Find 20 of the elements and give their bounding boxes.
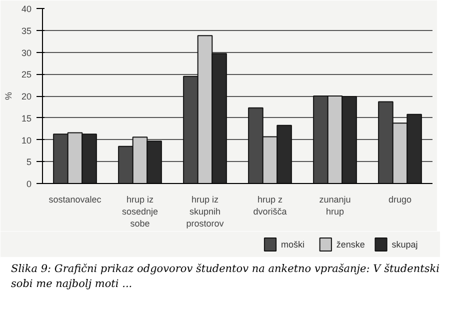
text: Slika 9: Grafični prikaz odgovorov študentov na anketno vprašanje: V študentski sobi me najbolj moti ... xyxy=(11,263,440,290)
x-tick-label: hrup z dvorišča xyxy=(253,194,287,216)
legend-label: ženske xyxy=(336,240,365,250)
y-tick-label: 20 xyxy=(21,92,32,102)
legend-label: moški xyxy=(280,240,304,250)
y-tick-label: 10 xyxy=(21,135,32,146)
y-tick-label: 15 xyxy=(21,113,32,124)
y-tick-label: 40 xyxy=(21,4,32,14)
y-axis-title: % xyxy=(3,92,14,100)
x-tick-label: sostanovalec xyxy=(48,194,102,204)
legend-label: skupaj xyxy=(392,240,418,250)
y-tick-label: 0 xyxy=(26,179,32,189)
y-tick-label: 25 xyxy=(21,70,32,80)
x-tick-label: hrup iz sosednje sobe xyxy=(122,194,158,228)
y-tick-label: 5 xyxy=(26,157,32,168)
x-tick-label: drugo xyxy=(388,194,412,204)
x-tick-label: hrup iz skupnih prostorov xyxy=(186,194,224,228)
y-tick-label: 35 xyxy=(21,26,32,36)
y-tick-label: 30 xyxy=(21,48,32,58)
x-tick-label: zunanju hrup xyxy=(319,194,351,216)
